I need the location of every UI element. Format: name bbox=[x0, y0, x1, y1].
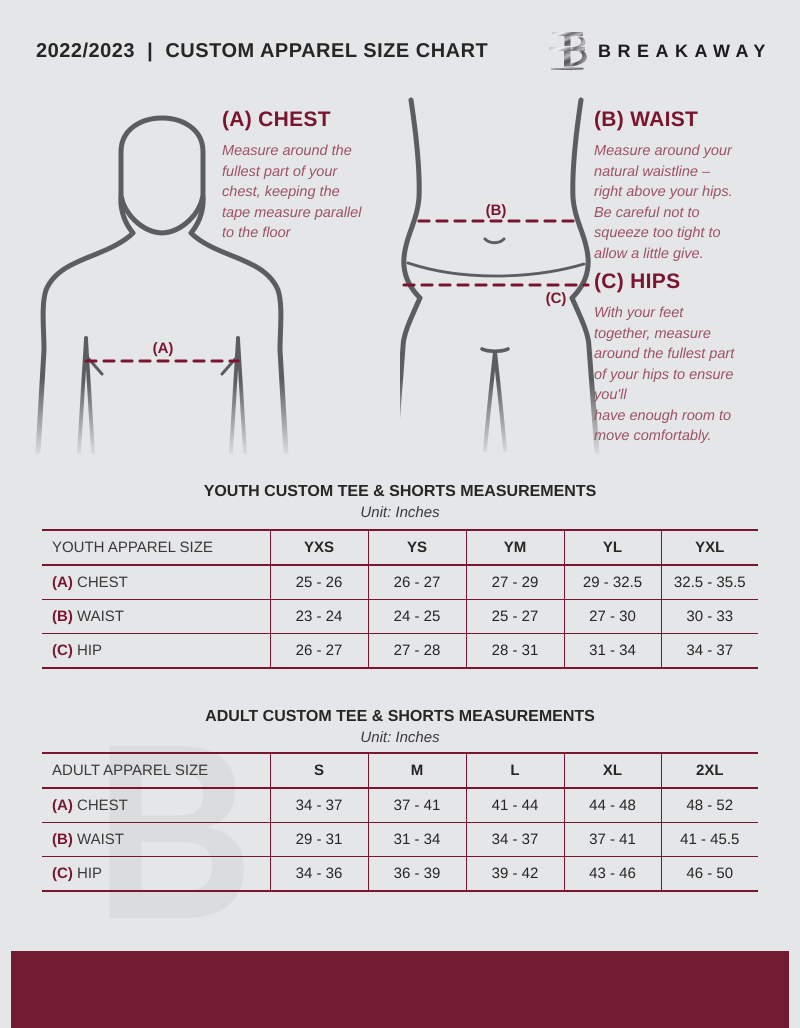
svg-text:(A): (A) bbox=[153, 340, 174, 357]
